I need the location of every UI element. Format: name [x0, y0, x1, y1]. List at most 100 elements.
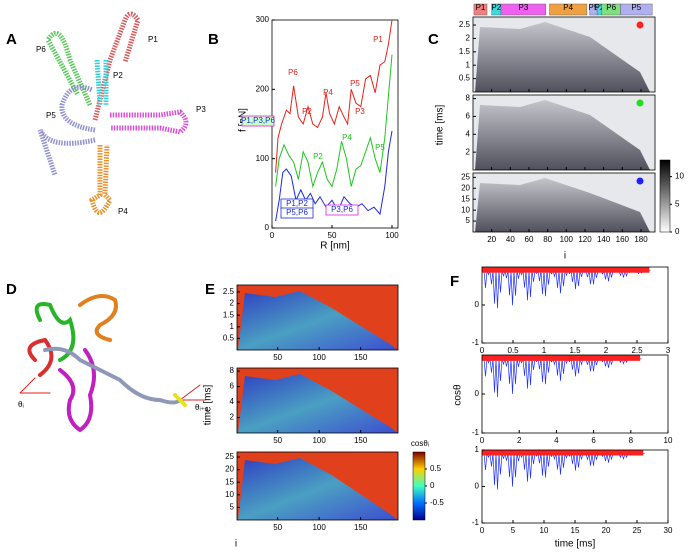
force-curve [275, 54, 393, 189]
y-tick-label: 2 [230, 413, 235, 422]
x-tick-label: 30 [664, 526, 673, 535]
panel-label: A [6, 31, 17, 48]
plot-frame [236, 284, 399, 351]
annotation-box [325, 204, 359, 216]
plot-frame [472, 94, 656, 171]
x-tick-label: 1 [542, 346, 547, 355]
axis-title: R [nm] [320, 241, 350, 252]
y-tick-label: 0.5 [223, 334, 235, 343]
y-tick-label: -1 [472, 518, 480, 527]
annotation: P2 [313, 152, 323, 161]
y-tick-label: 2 [466, 147, 471, 156]
force-curve [275, 130, 393, 222]
colorbar-label: 0.5 [430, 464, 442, 473]
annotation: P5 [375, 143, 385, 152]
annotation: P1 [373, 35, 383, 44]
y-tick-label: 1.5 [223, 310, 235, 319]
y-tick-label: 2 [466, 34, 471, 43]
segment-label: P5 [631, 3, 641, 12]
angle-label: θᵢ₊₁ [195, 403, 208, 412]
annotation: P2 [302, 107, 312, 116]
x-tick-label: 80 [543, 235, 552, 244]
y-tick-label: 2.5 [223, 287, 235, 296]
x-tick-label: 8 [629, 436, 634, 445]
colorbar [659, 159, 671, 233]
plot-frame [481, 266, 669, 344]
x-tick-label: 0 [480, 436, 485, 445]
y-tick-label: 5 [466, 216, 471, 225]
trace [482, 267, 650, 273]
marker-dot [636, 21, 644, 29]
x-tick-label: 150 [354, 523, 368, 532]
x-tick-label: 100 [312, 353, 326, 362]
x-tick-label: 3 [666, 346, 671, 355]
y-tick-label: 15 [225, 477, 234, 486]
colorbar-title: cosθᵢ [411, 439, 429, 448]
angle-label: θᵢ [18, 400, 24, 409]
panel-label: E [205, 281, 215, 298]
axis-title: i [235, 539, 237, 550]
annotation: P3,P6 [331, 205, 353, 214]
y-tick-label: 1 [475, 445, 480, 454]
axis-title: time [ms] [203, 385, 214, 426]
x-tick-label: 25 [633, 526, 642, 535]
y-tick-label: 200 [256, 84, 270, 93]
heatmap [475, 100, 650, 170]
x-tick-label: 100 [385, 231, 399, 240]
segment-label: P2 [491, 3, 501, 12]
axis-title: time [ms] [435, 105, 446, 146]
axis-title: i [564, 251, 566, 262]
helix-label: P3 [196, 105, 206, 114]
annotation: P4 [342, 133, 352, 142]
x-tick-label: 6 [591, 436, 596, 445]
x-tick-label: 5 [511, 526, 516, 535]
x-tick-label: 50 [273, 436, 282, 445]
y-tick-label: -1 [472, 338, 480, 347]
x-tick-label: 0 [480, 526, 485, 535]
x-tick-label: 40 [506, 235, 515, 244]
marker-dot [636, 99, 644, 107]
annotation-box [280, 207, 314, 219]
y-tick-label: 25 [225, 452, 234, 461]
panel-label: D [6, 281, 17, 298]
plot-frame [271, 19, 399, 229]
x-tick-label: 2 [604, 346, 609, 355]
y-tick-label: 8 [466, 94, 471, 103]
x-tick-label: 160 [616, 235, 630, 244]
helix-label: P6 [36, 45, 46, 54]
segment-label: P2 [595, 3, 605, 12]
x-tick-label: 15 [571, 526, 580, 535]
colorbar-label: 0 [430, 481, 435, 490]
x-tick-label: 10 [664, 436, 673, 445]
x-tick-label: 20 [602, 526, 611, 535]
x-tick-label: 150 [354, 353, 368, 362]
annotation: P5,P6 [286, 208, 308, 217]
x-tick-label: 20 [487, 235, 496, 244]
plot-frame [236, 367, 399, 434]
annotation: P3 [355, 107, 365, 116]
y-tick-label: 25 [461, 172, 470, 181]
x-tick-label: 0.5 [507, 346, 519, 355]
colorbar-label: 10 [675, 172, 684, 181]
y-tick-label: 2 [230, 299, 235, 308]
x-tick-label: 2 [517, 436, 522, 445]
y-tick-label: 0 [475, 482, 480, 491]
colorbar [412, 451, 426, 521]
y-tick-label: 10 [461, 205, 470, 214]
trace [482, 450, 644, 456]
x-tick-label: 100 [312, 523, 326, 532]
trace [482, 355, 641, 361]
annotation: P4 [323, 88, 333, 97]
y-tick-label: 20 [461, 183, 470, 192]
y-tick-label: 1 [230, 322, 235, 331]
colorbar-label: 0 [675, 227, 680, 236]
x-tick-label: 140 [597, 235, 611, 244]
x-tick-label: 50 [273, 353, 282, 362]
x-tick-label: 150 [354, 436, 368, 445]
annotation: P5 [350, 79, 360, 88]
segment [620, 3, 653, 16]
x-tick-label: 50 [273, 523, 282, 532]
x-tick-label: 10 [540, 526, 549, 535]
panel-label: F [450, 273, 459, 290]
